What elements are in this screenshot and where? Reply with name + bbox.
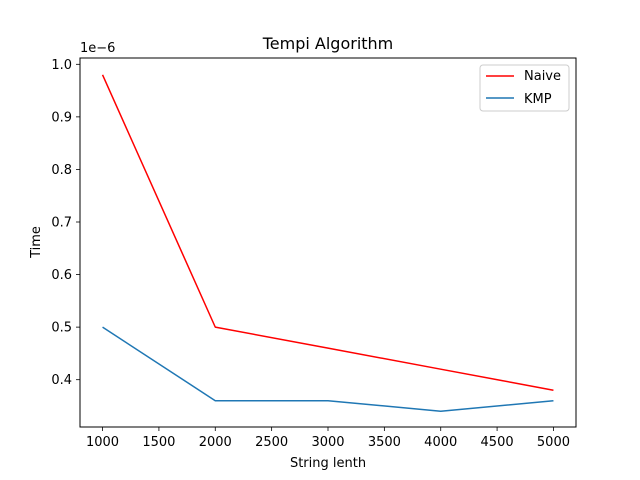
- y-tick-label: 0.7: [51, 216, 72, 231]
- x-tick-label: 4500: [481, 435, 514, 450]
- y-tick-label: 0.5: [51, 321, 72, 336]
- legend-label-kmp: KMP: [524, 92, 552, 107]
- x-tick-label: 1500: [142, 435, 175, 450]
- y-tick-label: 0.4: [51, 373, 72, 388]
- x-axis-label: String lenth: [290, 456, 366, 471]
- y-axis-offset-label: 1e−6: [80, 41, 115, 56]
- y-tick-label: 0.6: [51, 268, 72, 283]
- series-layer: [101, 74, 554, 412]
- x-tick-label: 4000: [424, 435, 457, 450]
- y-tick-label: 0.9: [51, 110, 72, 125]
- x-tick-label: 5000: [537, 435, 570, 450]
- y-tick-label: 1.0: [51, 58, 72, 73]
- legend: Naive KMP: [479, 64, 570, 112]
- chart-title: Tempi Algorithm: [262, 34, 394, 53]
- series-line-kmp: [102, 326, 554, 412]
- x-tick-label: 3500: [368, 435, 401, 450]
- y-tick-label: 0.8: [51, 163, 72, 178]
- plot-area: [80, 58, 576, 427]
- series-line-naive: [101, 74, 554, 391]
- x-tick-label: 3000: [311, 435, 344, 450]
- x-tick-label: 2500: [255, 435, 288, 450]
- x-tick-label: 1000: [86, 435, 119, 450]
- x-tick-label: 2000: [199, 435, 232, 450]
- x-axis-ticks: 1000 1500 2000 2500 3000 3500 4000 4500 5000: [86, 427, 570, 450]
- legend-label-naive: Naive: [524, 69, 561, 84]
- y-axis-label: Time: [29, 226, 44, 259]
- y-axis-ticks: 0.4 0.5 0.6 0.7 0.8 0.9 1.0: [51, 58, 80, 388]
